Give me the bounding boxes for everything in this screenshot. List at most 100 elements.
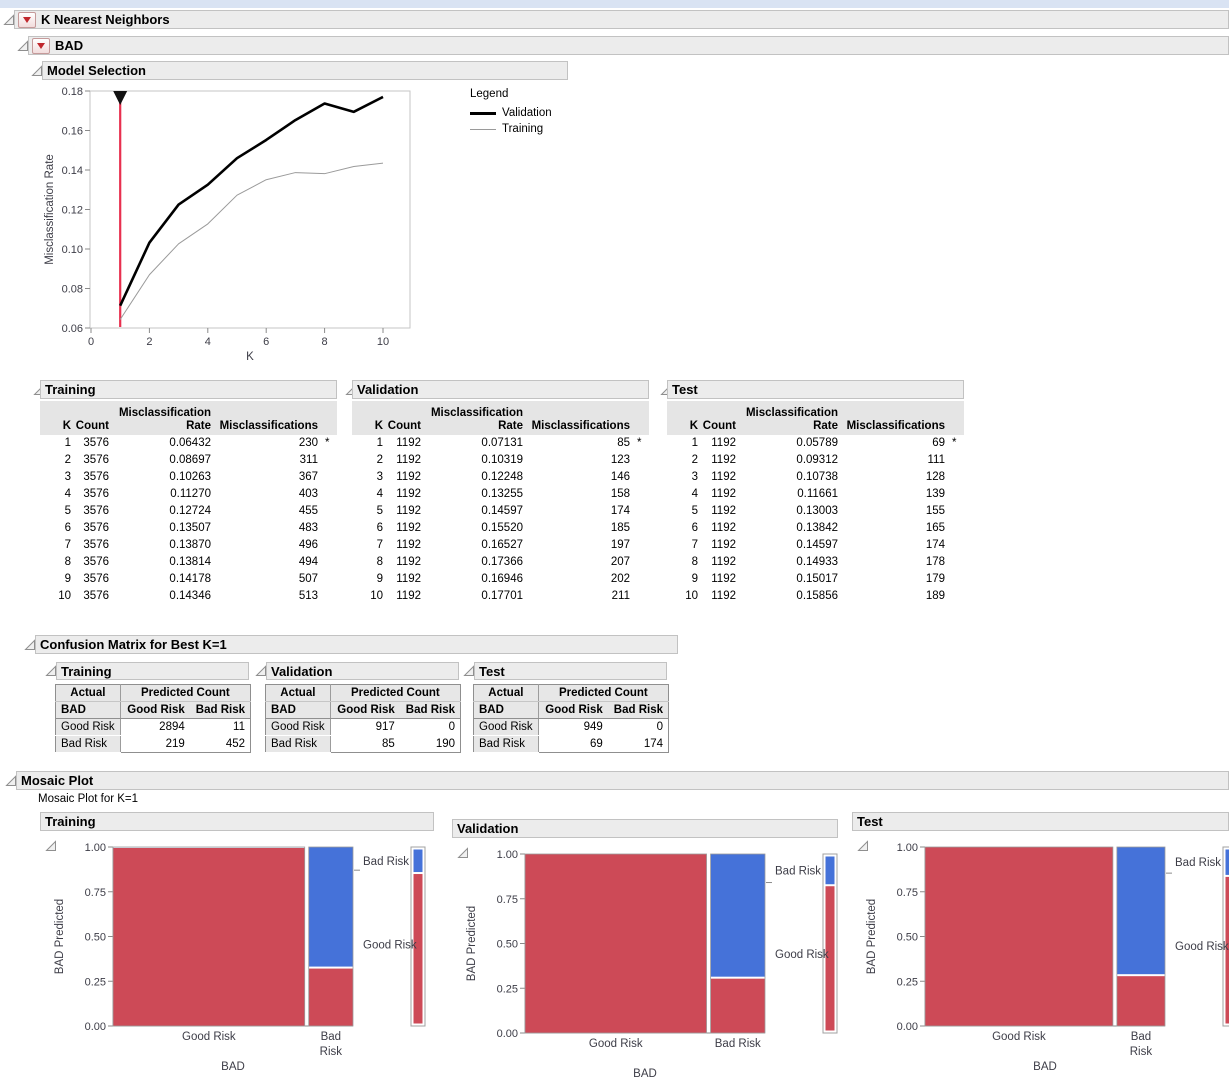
table-row[interactable]: 9 1192 0.15017 179 xyxy=(667,571,964,588)
mosaic-segment[interactable] xyxy=(413,874,423,1024)
table-row[interactable]: 5 3576 0.12724 455 xyxy=(40,503,337,520)
mosaic-plot-training[interactable]: 0.00 0.25 0.50 0.75 1.00 BAD Predicted Bad Ris… xyxy=(45,836,447,1080)
red-triangle-menu-icon[interactable] xyxy=(18,11,36,28)
table-row[interactable]: 3 1192 0.12248 146 xyxy=(352,469,649,486)
disclosure-icon[interactable] xyxy=(45,665,57,677)
disclosure-icon[interactable] xyxy=(31,65,43,77)
mosaic-segment[interactable] xyxy=(710,854,765,977)
table-cell: 139 xyxy=(925,487,945,500)
confusion-row[interactable]: Bad Risk 219 452 xyxy=(55,735,251,753)
table-row[interactable]: 8 3576 0.13814 494 xyxy=(40,554,337,571)
outline-header-test[interactable]: Test xyxy=(852,812,1229,831)
outline-header-test[interactable]: Test xyxy=(474,662,667,680)
table-row[interactable]: 1 3576 0.06432 230 * xyxy=(40,435,337,452)
table-row[interactable]: 7 1192 0.14597 174 xyxy=(667,537,964,554)
mosaic-segment[interactable] xyxy=(308,847,353,967)
mosaic-segment[interactable] xyxy=(710,978,765,1033)
outline-header-validation[interactable]: Validation xyxy=(352,380,649,399)
outline-header-model-selection[interactable]: Model Selection xyxy=(42,61,568,80)
confusion-row[interactable]: Bad Risk 69 174 xyxy=(473,735,669,753)
disclosure-icon[interactable] xyxy=(463,665,475,677)
table-row[interactable]: 7 3576 0.13870 496 xyxy=(40,537,337,554)
outline-header-test[interactable]: Test xyxy=(667,380,964,399)
mosaic-segment[interactable] xyxy=(413,849,423,873)
disclosure-icon[interactable] xyxy=(33,816,56,851)
table-row[interactable]: 4 1192 0.11661 139 xyxy=(667,486,964,503)
disclosure-icon[interactable] xyxy=(3,14,15,26)
outline-header-mosaic-plot[interactable]: Mosaic Plot xyxy=(16,771,1229,790)
table-cell: 0.14597 xyxy=(481,504,523,517)
table-row[interactable]: 10 1192 0.17701 211 xyxy=(352,588,649,605)
mosaic-segment[interactable] xyxy=(825,886,835,1031)
y-tick-label: 0.75 xyxy=(85,887,106,899)
model-selection-chart[interactable]: 0.06 0.08 0.10 0.12 0.14 0.16 0.18 0 2 4 6 8 10 K Misc… xyxy=(40,82,480,367)
table-row[interactable]: 1 1192 0.07131 85 * xyxy=(352,435,649,452)
table-row[interactable]: 8 1192 0.17366 207 xyxy=(352,554,649,571)
table-row[interactable]: 6 3576 0.13507 483 xyxy=(40,520,337,537)
table-row[interactable]: 5 1192 0.13003 155 xyxy=(667,503,964,520)
confusion-row[interactable]: Good Risk 2894 11 xyxy=(55,718,251,736)
table-row[interactable]: 10 3576 0.14346 513 xyxy=(40,588,337,605)
table-cell: 1192 xyxy=(711,555,736,568)
table-row[interactable]: 3 3576 0.10263 367 xyxy=(40,469,337,486)
outline-header-validation[interactable]: Validation xyxy=(266,662,459,680)
series-line-validation[interactable] xyxy=(119,95,384,307)
disclosure-icon[interactable] xyxy=(17,40,29,52)
count-cell: 85 xyxy=(330,735,400,753)
series-line-training[interactable] xyxy=(119,162,384,320)
disclosure-icon[interactable] xyxy=(5,775,17,787)
disclosure-icon[interactable] xyxy=(845,816,868,851)
disclosure-icon[interactable] xyxy=(24,639,36,651)
mosaic-segment[interactable] xyxy=(525,854,707,1033)
table-row[interactable]: 8 1192 0.14933 178 xyxy=(667,554,964,571)
mosaic-segment[interactable] xyxy=(925,847,1113,1026)
red-triangle-menu-icon[interactable] xyxy=(32,37,50,54)
table-row[interactable]: 9 3576 0.14178 507 xyxy=(40,571,337,588)
mosaic-segment[interactable] xyxy=(1116,847,1165,975)
legend-item-validation[interactable]: Validation xyxy=(470,105,552,121)
mosaic-segment[interactable] xyxy=(825,856,835,885)
table-row[interactable]: 2 1192 0.09312 111 xyxy=(667,452,964,469)
table-row[interactable]: 10 1192 0.15856 189 xyxy=(667,588,964,605)
count-cell: 949 xyxy=(538,718,608,736)
outline-header-training[interactable]: Training xyxy=(40,380,337,399)
outline-header-k-nearest-neighbors[interactable]: K Nearest Neighbors xyxy=(14,10,1229,29)
table-row[interactable]: 4 1192 0.13255 158 xyxy=(352,486,649,503)
mosaic-segment[interactable] xyxy=(1225,849,1229,875)
mosaic-segment[interactable] xyxy=(1116,976,1165,1026)
table-row[interactable]: 9 1192 0.16946 202 xyxy=(352,571,649,588)
table-row[interactable]: 4 3576 0.11270 403 xyxy=(40,486,337,503)
table-row[interactable]: 7 1192 0.16527 197 xyxy=(352,537,649,554)
table-row[interactable]: 2 1192 0.10319 123 xyxy=(352,452,649,469)
outline-header-training[interactable]: Training xyxy=(40,812,434,831)
outline-header-validation[interactable]: Validation xyxy=(452,819,838,838)
table-cell: 0.10319 xyxy=(481,453,523,466)
mosaic-segment[interactable] xyxy=(308,968,353,1026)
disclosure-icon[interactable] xyxy=(255,665,267,677)
table-row[interactable]: 1 1192 0.05789 69 * xyxy=(667,435,964,452)
table-row[interactable]: 2 3576 0.08697 311 xyxy=(40,452,337,469)
mosaic-segment[interactable] xyxy=(113,847,305,1026)
table-cell: 1 xyxy=(691,436,698,449)
outline-header-bad[interactable]: BAD xyxy=(28,36,1229,55)
mosaic-plot-validation[interactable]: 0.00 0.25 0.50 0.75 1.00 BAD Predicted Bad Ris… xyxy=(457,843,859,1080)
disclosure-icon[interactable] xyxy=(445,823,468,858)
table-cell: 111 xyxy=(927,453,945,466)
table-row[interactable]: 3 1192 0.10738 128 xyxy=(667,469,964,486)
table-body: 1 3576 0.06432 230 * 2 3576 0.08697 311 3 3576 0.10… xyxy=(40,435,337,605)
confusion-row[interactable]: Bad Risk 85 190 xyxy=(265,735,461,753)
legend-item-training[interactable]: Training xyxy=(470,121,552,137)
table-row[interactable]: 6 1192 0.13842 165 xyxy=(667,520,964,537)
confusion-row[interactable]: Good Risk 949 0 xyxy=(473,718,669,736)
mosaic-segment[interactable] xyxy=(1225,876,1229,1024)
table-row[interactable]: 5 1192 0.14597 174 xyxy=(352,503,649,520)
confusion-row[interactable]: Good Risk 917 0 xyxy=(265,718,461,736)
selected-k-arrow-marker[interactable] xyxy=(113,91,128,105)
outline-header-training[interactable]: Training xyxy=(56,662,249,680)
validation-line-sample xyxy=(470,111,496,115)
table-row[interactable]: 6 1192 0.15520 185 xyxy=(352,520,649,537)
table-cell: 3576 xyxy=(83,470,109,483)
outline-header-confusion-matrix[interactable]: Confusion Matrix for Best K=1 xyxy=(35,635,678,654)
mosaic-plot-test[interactable]: 0.00 0.25 0.50 0.75 1.00 BAD Predicted Bad Ris… xyxy=(857,836,1229,1080)
y-axis-label: BAD Predicted xyxy=(54,899,66,974)
